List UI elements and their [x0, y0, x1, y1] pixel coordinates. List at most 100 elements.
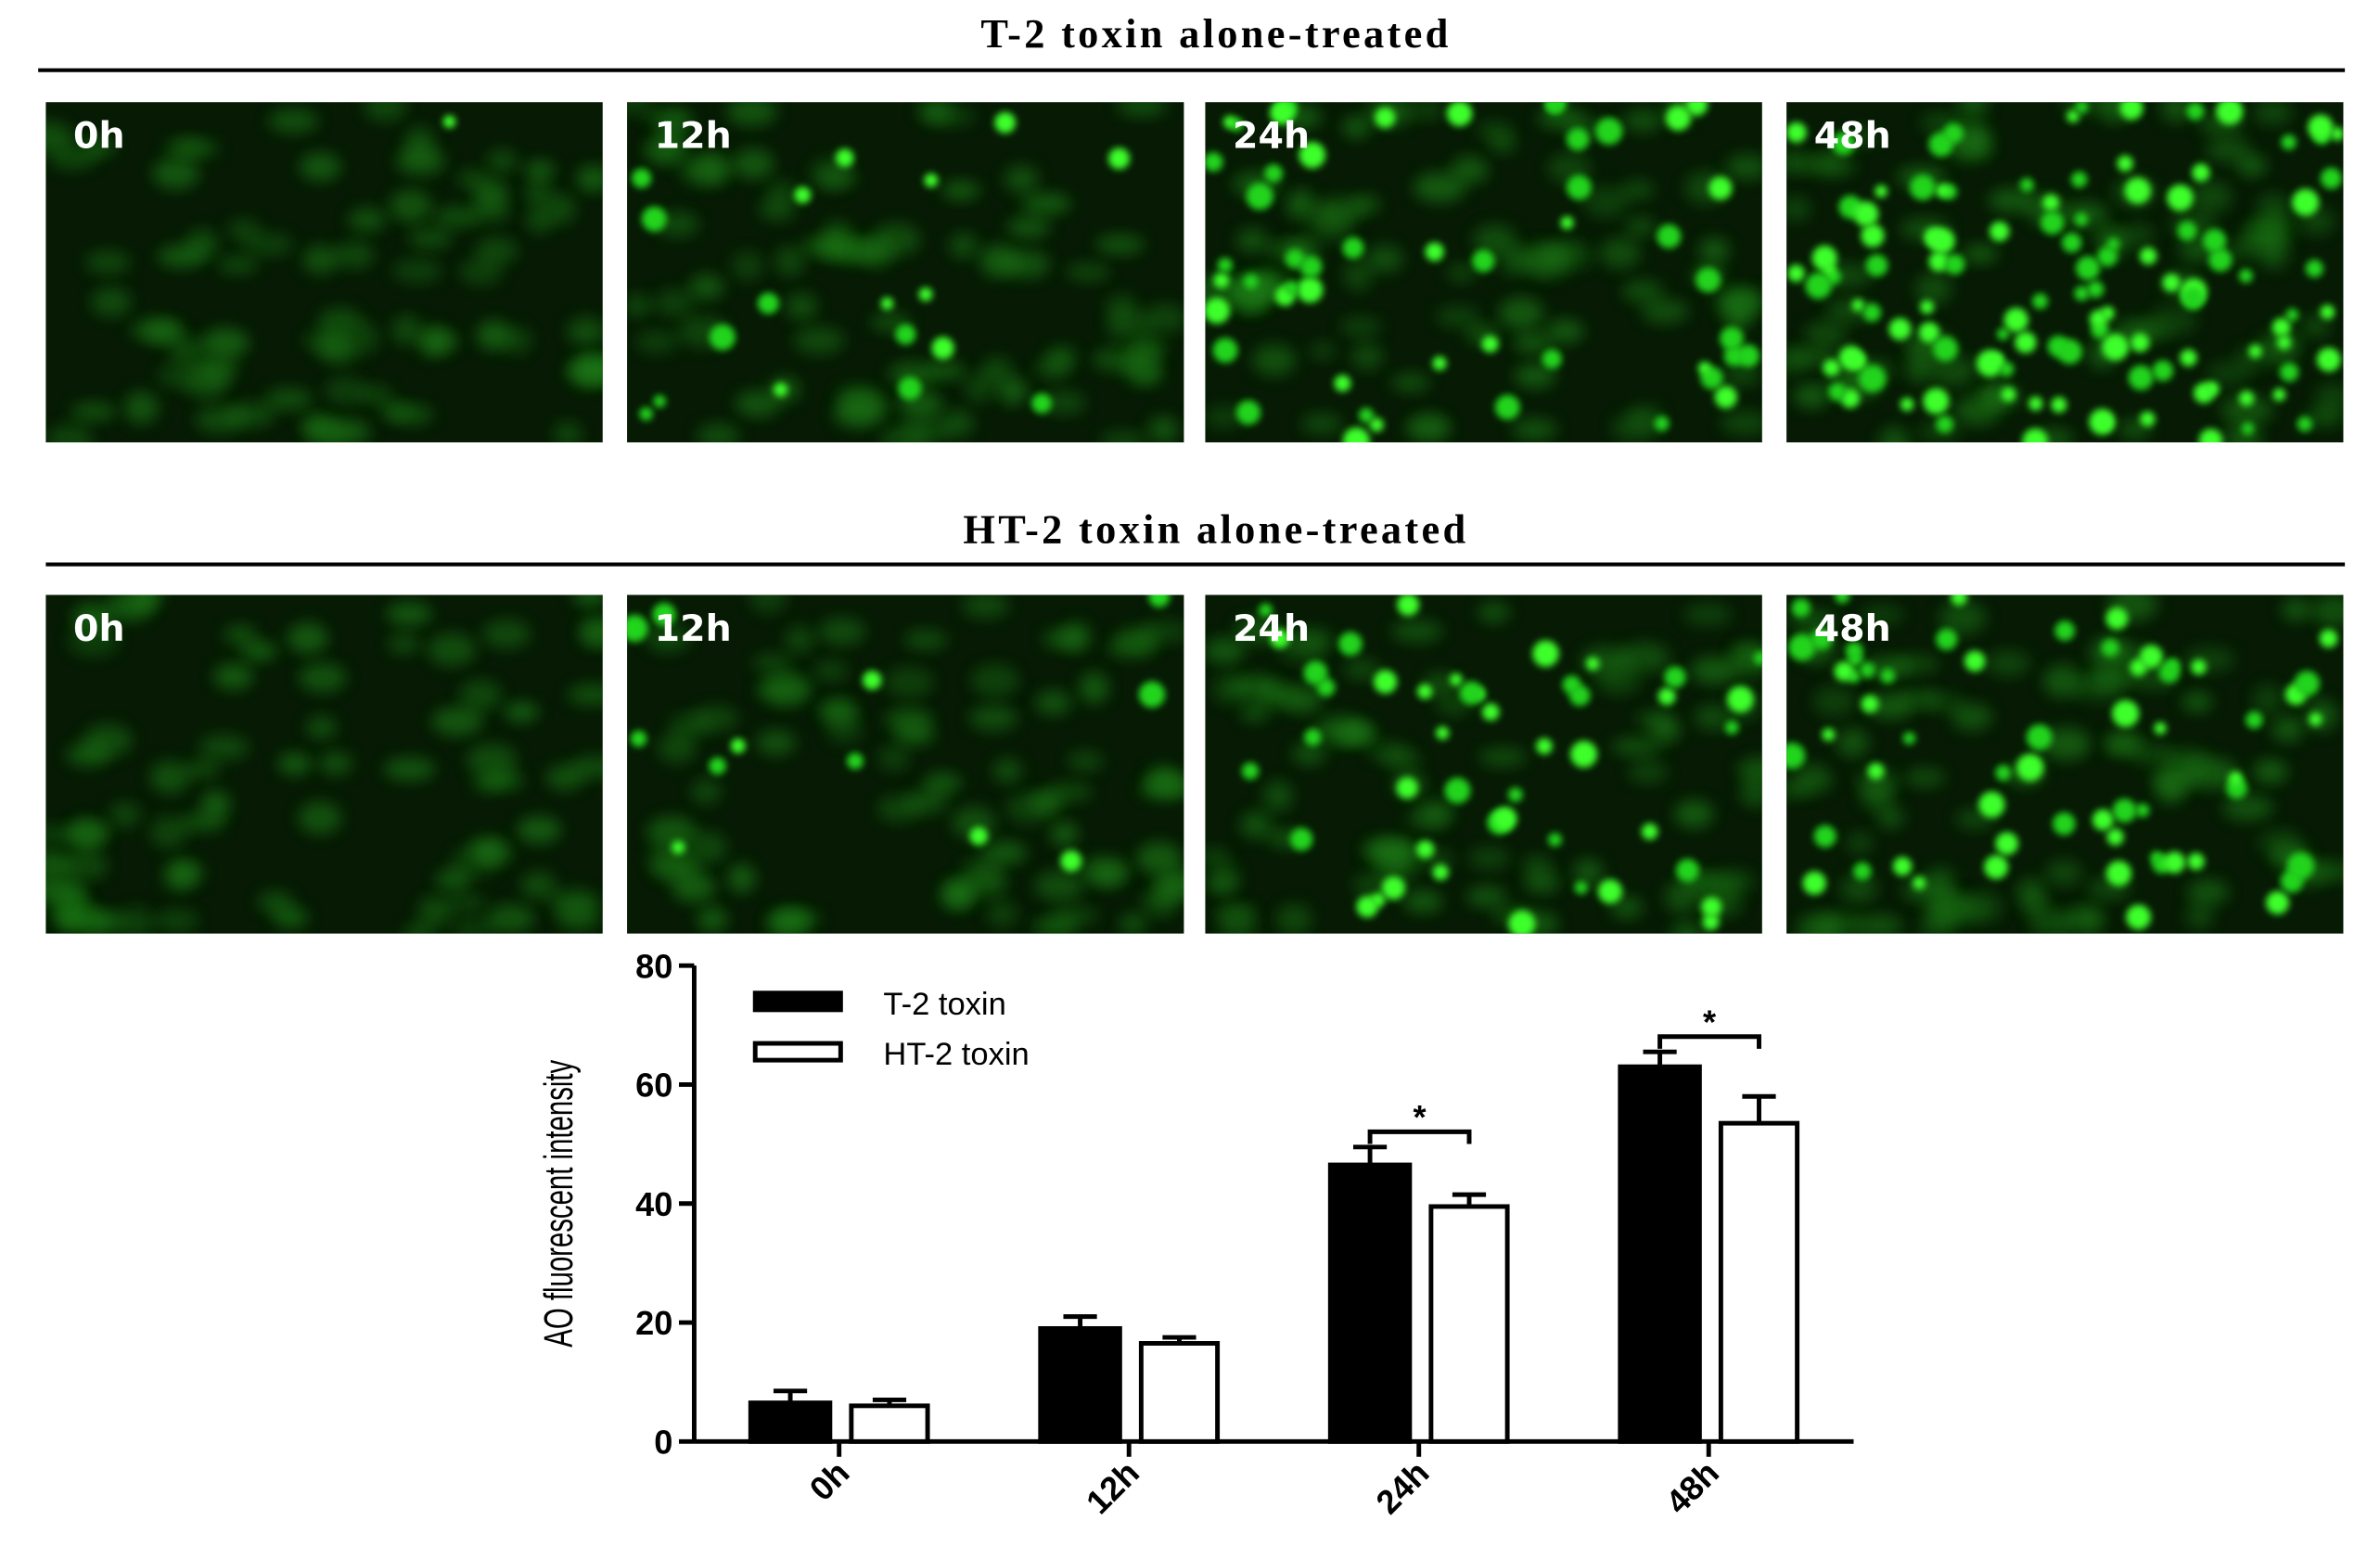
dim-cell [466, 743, 518, 777]
dim-cell [1698, 237, 1730, 264]
bright-cell [1373, 670, 1398, 694]
dim-cell [2236, 154, 2267, 177]
dim-cell [1651, 714, 1681, 744]
dim-cell [299, 152, 341, 182]
bright-cell [1880, 668, 1896, 684]
micrograph [1205, 102, 1762, 442]
bright-cell [969, 826, 989, 846]
dim-cell [1812, 685, 1856, 717]
bright-cell [2101, 638, 2119, 658]
bright-cell [632, 168, 652, 188]
bright-cell [2271, 317, 2291, 337]
dim-cell [1627, 760, 1669, 784]
dim-cell [258, 891, 294, 914]
dim-cell [184, 760, 221, 779]
dim-cell [1240, 811, 1273, 839]
bright-cell [1995, 832, 2019, 855]
bright-cell [1108, 147, 1131, 170]
dim-cell [108, 594, 153, 621]
bright-cell [774, 382, 788, 397]
bright-cell [1217, 257, 1233, 274]
bright-cell [2124, 177, 2151, 204]
dim-cell [688, 274, 724, 300]
bright-cell [2105, 861, 2132, 887]
y-axis-label: AO fluorescent intensity [536, 1059, 581, 1347]
dim-cell [1573, 858, 1604, 886]
bright-cell [1654, 415, 1670, 431]
dim-cell [2253, 759, 2288, 785]
dim-cell [774, 245, 806, 277]
bright-cell [2238, 268, 2253, 283]
dim-cell [689, 831, 727, 864]
bright-cell [1811, 628, 1833, 650]
bright-cell [2061, 232, 2082, 253]
x-tick-label: 24h [1368, 1453, 1436, 1521]
bright-cell [1786, 121, 1807, 143]
dim-cell [925, 361, 966, 380]
significance-bracket [1367, 1129, 1472, 1144]
bright-cell [1702, 914, 1720, 931]
bright-cell [2192, 163, 2210, 182]
dim-cell [1006, 215, 1051, 239]
dim-cell [224, 624, 258, 645]
dim-cell [504, 701, 539, 722]
dim-cell [306, 715, 338, 740]
bright-cell [1791, 598, 1811, 618]
bright-cell [2076, 256, 2101, 281]
bright-cell [2198, 428, 2223, 442]
cells [627, 102, 1184, 442]
bright-cell [2191, 658, 2207, 675]
bright-cell [2105, 607, 2129, 630]
dim-cell [301, 414, 334, 441]
bright-cell [1212, 338, 1238, 364]
dim-cell [357, 385, 393, 404]
bright-cell [2112, 799, 2137, 824]
bright-cell [2097, 246, 2118, 267]
dim-cell [195, 405, 246, 434]
bright-cell [2167, 184, 2194, 211]
bright-cell [2140, 411, 2156, 428]
bright-cell [2163, 851, 2186, 874]
bright-cell [2180, 349, 2197, 367]
bright-cell [2102, 333, 2130, 361]
bar [1327, 1162, 1413, 1444]
bright-cell [1342, 236, 1364, 259]
dim-cell [1342, 115, 1371, 139]
dim-cell [672, 872, 716, 903]
bright-cell [2053, 811, 2076, 836]
bright-cell [1270, 102, 1294, 125]
dim-cell [1034, 870, 1085, 902]
bright-cell [1536, 737, 1553, 755]
bright-cell [1989, 221, 2010, 242]
dim-cell [2207, 361, 2252, 385]
cells [45, 594, 603, 934]
bright-cell [1910, 174, 1936, 200]
x-tick-label: 0h [802, 1453, 857, 1508]
bright-cell [1396, 777, 1418, 799]
bright-cell [1823, 359, 1841, 377]
bright-cell [1664, 666, 1686, 688]
y-tick-label: 20 [635, 1304, 672, 1342]
dim-cell [2160, 102, 2192, 123]
dim-cell [1343, 658, 1380, 680]
dim-cell [1957, 102, 1989, 120]
dim-cell [1624, 216, 1657, 237]
dim-cell [1466, 886, 1507, 908]
bright-cell [847, 752, 864, 770]
dim-cell [1986, 650, 2031, 677]
bright-cell [2128, 364, 2154, 390]
bright-cell [1532, 640, 1559, 668]
dim-cell [1951, 703, 1992, 732]
bright-cell [1416, 684, 1433, 699]
cells [1786, 102, 2344, 442]
dim-cell [749, 594, 787, 614]
bright-cell [2022, 428, 2049, 442]
bright-cell [2241, 422, 2255, 435]
dim-cell [646, 843, 694, 877]
bright-cell [1299, 141, 1326, 169]
bright-cell [1148, 594, 1171, 607]
dim-cell [1292, 742, 1326, 766]
bright-cell [1270, 629, 1290, 649]
dim-cell [201, 327, 250, 359]
